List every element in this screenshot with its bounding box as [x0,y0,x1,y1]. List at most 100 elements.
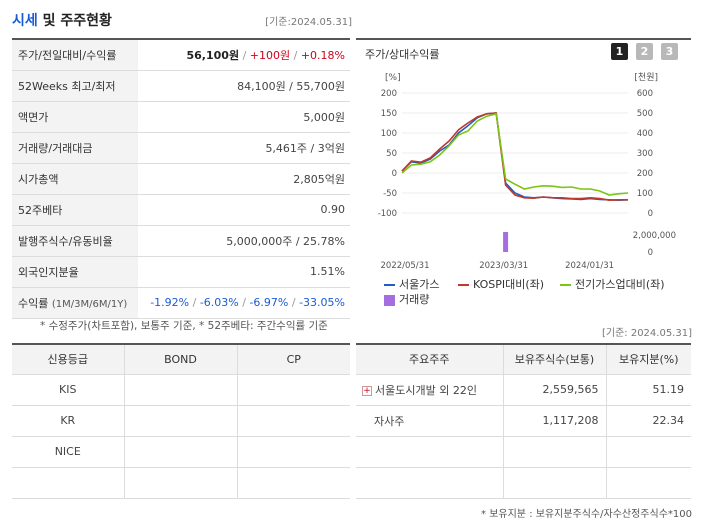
series-line [401,112,629,202]
info-label: 수익률 (1M/3M/6M/1Y) [12,287,138,319]
returns-label: 수익률 [18,296,49,310]
credit-agency: KR [12,405,124,437]
volume-tick-label: 2,000,000 [633,231,676,241]
legend-label: 전기가스업대비(좌) [575,278,665,291]
credit-agency: NICE [12,436,124,468]
credit-cp [236,405,350,437]
info-value: 56,100원 / +100원 / +0.18% [138,38,350,71]
chart-page-1-button[interactable]: 1 [611,43,628,60]
info-value: 1.51% [138,256,350,288]
return-1m: -1.92% [150,296,190,309]
section-header: 시세 및 주주현황 [기준:2024.05.31] [12,8,352,30]
info-label: 거래량/거래대금 [12,132,138,164]
series-line [401,112,628,202]
returns-sublabel: (1M/3M/6M/1Y) [51,298,128,310]
credit-cp [236,374,350,406]
price-rate: +0.18% [300,48,345,62]
credit-cp [236,467,350,499]
right-axis-unit: [천원] [634,72,658,83]
table-row [356,467,691,499]
credit-agency: KIS [12,374,124,406]
right-tick-label: 500 [637,109,653,119]
left-tick-label: 0 [392,169,397,179]
price-footnote: * 수정주가(차트포함), 보통주 기준, * 52주베타: 주간수익률 기준 [40,320,328,332]
holders-col-header: 주요주주 [356,343,503,375]
left-tick-label: 50 [386,149,397,159]
holders-header-row: 주요주주 보유주식수(보통) 보유지분(%) [356,343,691,375]
chart-page-2-button[interactable]: 2 [636,43,653,60]
credit-bond [123,436,237,468]
legend-item: KOSPI대비(좌) [458,276,544,292]
relative-return-chart: [%] [천원] 200 600 150 500 100 400 50 300 0 200 -50 1… [378,72,676,271]
price-info-table: 주가/전일대비/수익률 56,100원 / +100원 / +0.18% 52W… [12,38,350,319]
info-row-beta: 52주베타 0.90 [12,194,350,226]
info-value: -1.92% / -6.03% / -6.97% / -33.05% [138,287,350,319]
table-row [356,436,691,468]
left-tick-label: 200 [381,89,397,99]
credit-col-header: CP [236,343,350,375]
info-label: 액면가 [12,101,138,133]
chart-panel: 주가/상대수익률 1 2 3 [%] [천원] 200 600 150 500 100 4… [356,38,691,318]
info-row-par: 액면가 5,000원 [12,101,350,133]
right-tick-label: 200 [637,169,653,179]
holder-name [356,436,503,468]
credit-bond [123,467,237,499]
volume-zero-label: 0 [648,248,653,258]
asof-date-secondary: [기준: 2024.05.31] [601,328,692,339]
holder-name-label[interactable]: 서울도시개발 외 22인 [375,383,477,397]
table-row: 자사주 1,117,208 22.34 [356,405,691,437]
holder-pct: 22.34 [605,405,691,437]
table-row: KR [12,405,350,437]
legend-label: KOSPI대비(좌) [473,278,545,291]
series-line [401,112,629,196]
info-label: 주가/전일대비/수익률 [12,38,138,71]
table-row: KIS [12,374,350,406]
section-title: 시세 및 주주현황 [12,10,112,30]
info-row-price: 주가/전일대비/수익률 56,100원 / +100원 / +0.18% [12,38,350,71]
section-title-rest: 및 주주현황 [37,13,112,29]
info-row-foreign: 외국인지분율 1.51% [12,256,350,288]
holders-col-header: 보유지분(%) [605,343,691,375]
holder-shares: 2,559,565 [502,374,606,406]
legend-item: 전기가스업대비(좌) [560,276,665,292]
credit-bond [123,405,237,437]
table-row [12,467,350,499]
info-value: 84,100원 / 55,700원 [138,70,350,102]
credit-cp [236,436,350,468]
return-3m: -6.03% [199,296,239,309]
price-change: +100원 [249,48,291,62]
holder-name [356,467,503,499]
holder-pct [605,436,691,468]
holder-pct [605,467,691,499]
info-row-52weeks: 52Weeks 최고/최저 84,100원 / 55,700원 [12,70,350,102]
chart-page-3-button[interactable]: 3 [661,43,678,60]
credit-col-header: BOND [123,343,237,375]
info-value: 5,000,000주 / 25.78% [138,225,350,257]
left-tick-label: 150 [381,109,397,119]
holder-pct: 51.19 [605,374,691,406]
credit-agency [12,467,124,499]
legend-label: 거래량 [399,293,430,306]
info-row-mcap: 시가총액 2,805억원 [12,163,350,195]
legend-item: 서울가스 [384,276,439,292]
right-tick-label: 400 [637,129,653,139]
right-tick-label: 300 [637,149,653,159]
expand-plus-icon[interactable]: + [362,385,372,396]
info-value: 5,000원 [138,101,350,133]
info-row-returns: 수익률 (1M/3M/6M/1Y) -1.92% / -6.03% / -6.9… [12,287,350,319]
holder-shares [502,436,606,468]
info-label: 52Weeks 최고/최저 [12,70,138,102]
x-tick-label: 2022/05/31 [381,261,430,271]
return-6m: -6.97% [249,296,289,309]
asof-date: [기준:2024.05.31] [265,17,352,28]
holder-name: + 서울도시개발 외 22인 [356,374,503,406]
holders-col-header: 보유주식수(보통) [502,343,606,375]
right-tick-label: 100 [637,189,653,199]
info-value: 2,805억원 [138,163,350,195]
x-tick-label: 2023/03/31 [479,261,528,271]
holders-footnote: * 보유지분 : 보유지분주식수/자수산정주식수*100 [481,509,692,520]
legend-item: 거래량 [384,291,429,307]
return-1y: -33.05% [299,296,345,309]
table-row: NICE [12,436,350,468]
holder-shares: 1,117,208 [502,405,606,437]
